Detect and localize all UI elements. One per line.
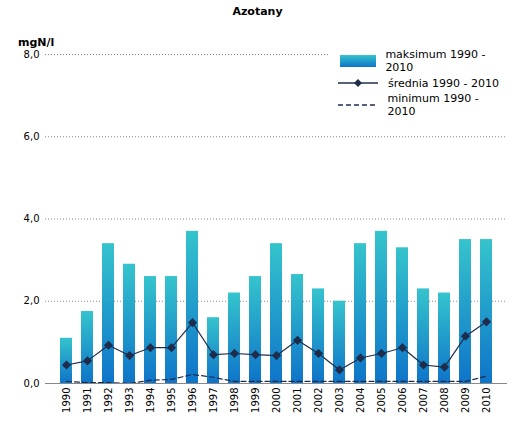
svg-text:2010: 2010	[481, 388, 492, 413]
svg-text:4,0: 4,0	[24, 213, 40, 224]
svg-text:2006: 2006	[397, 388, 408, 413]
html-text:minimum 1990 - 2010: minimum 1990 - 2010	[387, 92, 479, 118]
svg-text:1991: 1991	[82, 388, 93, 413]
svg-text:1992: 1992	[103, 388, 114, 413]
svg-text:2001: 2001	[292, 388, 303, 413]
svg-text:1996: 1996	[187, 388, 198, 413]
svg-text:2004: 2004	[355, 388, 366, 413]
html-text:mgN/l: mgN/l	[18, 36, 55, 49]
svg-text:2008: 2008	[439, 388, 450, 413]
svg-text:1994: 1994	[145, 388, 156, 413]
svg-text:2000: 2000	[271, 388, 282, 413]
svg-text:6,0: 6,0	[24, 131, 40, 142]
svg-text:8,0: 8,0	[24, 49, 40, 60]
svg-text:2003: 2003	[334, 388, 345, 413]
svg-text:1993: 1993	[124, 388, 135, 413]
svg-text:1999: 1999	[250, 388, 261, 413]
svg-text:2002: 2002	[313, 388, 324, 413]
svg-text:2007: 2007	[418, 388, 429, 413]
svg-text:2005: 2005	[376, 388, 387, 413]
html-text:maksimum 1990 - 2010: maksimum 1990 - 2010	[385, 48, 486, 74]
html-text:średnia 1990 - 2010: średnia 1990 - 2010	[388, 76, 499, 90]
svg-text:2,0: 2,0	[24, 295, 40, 306]
svg-text:0,0: 0,0	[24, 378, 40, 389]
svg-text:1995: 1995	[166, 388, 177, 413]
svg-text:1990: 1990	[61, 388, 72, 413]
html-text:Azotany: Azotany	[232, 5, 283, 18]
svg-text:1997: 1997	[208, 388, 219, 413]
svg-text:1998: 1998	[229, 388, 240, 413]
svg-text:2009: 2009	[460, 388, 471, 413]
